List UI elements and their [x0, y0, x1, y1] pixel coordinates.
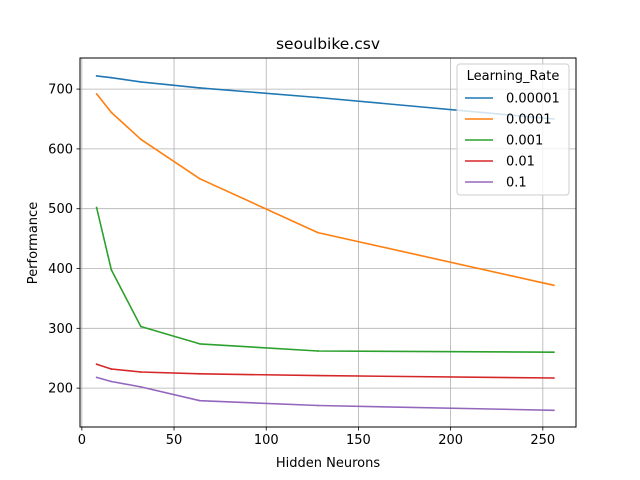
data-point — [199, 343, 201, 345]
series-line-4 — [96, 376, 554, 412]
data-point — [199, 177, 201, 180]
series-line-2 — [95, 207, 554, 354]
data-point — [317, 374, 319, 377]
data-point — [95, 376, 98, 379]
data-point — [139, 325, 142, 328]
series-line-3 — [96, 363, 554, 379]
data-point — [553, 409, 555, 412]
legend-label-4: 0.1 — [506, 176, 527, 191]
x-tick-label: 200 — [438, 433, 463, 448]
data-point — [95, 93, 98, 95]
plot-frame — [79, 57, 577, 428]
x-tick-label: 50 — [166, 433, 183, 448]
x-tick-label: 0 — [78, 433, 86, 448]
data-point — [553, 351, 555, 354]
data-point — [199, 372, 201, 375]
chart-title: seoulbike.csv — [276, 35, 380, 53]
y-tick-label: 300 — [48, 322, 73, 337]
series-layer — [95, 75, 555, 412]
data-point — [317, 404, 319, 407]
data-point — [199, 87, 201, 89]
legend-label-1: 0.0001 — [506, 113, 552, 128]
data-point — [553, 284, 555, 287]
legend-entries: 0.00001 0.0001 0.001 0.01 0.1 — [465, 92, 560, 191]
data-point — [110, 76, 113, 79]
y-tick-label: 200 — [48, 382, 73, 397]
data-point — [110, 368, 113, 370]
data-point — [139, 81, 142, 83]
series-line-1 — [95, 93, 555, 287]
ticks: 0 50 100 150 200 250 200 300 400 500 600 700 — [48, 83, 555, 448]
y-tick-label: 400 — [48, 262, 73, 277]
data-point — [199, 399, 201, 402]
data-point — [110, 111, 113, 114]
data-point — [110, 380, 113, 383]
y-axis-title: Performance — [26, 202, 41, 284]
data-point — [317, 231, 319, 234]
y-tick-label: 600 — [48, 142, 73, 157]
data-point — [95, 75, 98, 77]
data-point — [95, 206, 98, 209]
legend-box — [456, 63, 570, 196]
data-point — [553, 377, 555, 379]
legend: Learning_Rate 0.00001 0.0001 0.001 0.01 0.1 — [456, 63, 570, 196]
data-point — [139, 386, 142, 388]
y-tick-label: 500 — [48, 202, 73, 217]
data-point — [95, 363, 98, 366]
x-tick-label: 100 — [254, 433, 279, 448]
legend-label-2: 0.001 — [506, 134, 543, 149]
series-line-0 — [96, 75, 554, 120]
x-tick-label: 150 — [346, 433, 371, 448]
y-tick-label: 700 — [48, 83, 73, 98]
legend-title: Learning_Rate — [467, 69, 560, 84]
data-point — [317, 350, 319, 352]
legend-label-3: 0.01 — [506, 155, 535, 170]
x-tick-label: 250 — [530, 433, 555, 448]
data-point — [317, 96, 319, 99]
data-point — [110, 268, 113, 271]
x-axis-title: Hidden Neurons — [276, 456, 380, 471]
legend-label-0: 0.00001 — [506, 92, 560, 107]
data-point — [139, 371, 142, 373]
data-point — [139, 138, 142, 141]
